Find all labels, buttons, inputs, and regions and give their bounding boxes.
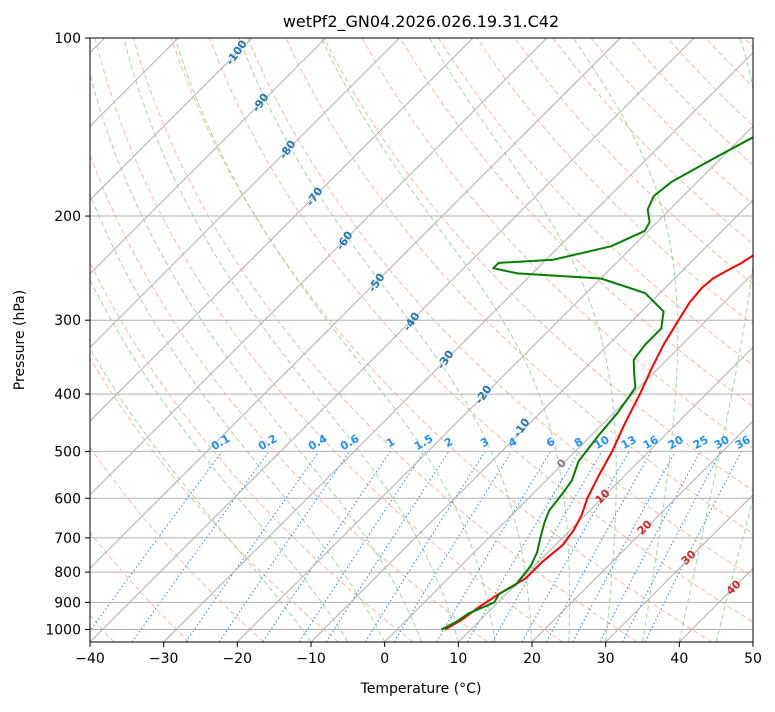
x-tick-label: 0 bbox=[380, 651, 389, 667]
mixing-ratio-label: 13 bbox=[619, 433, 639, 452]
moist-adiabat-line bbox=[573, 38, 677, 642]
mixing-ratio-line bbox=[436, 451, 550, 642]
mixing-ratio-label: 1 bbox=[384, 435, 397, 450]
x-tick-label: −10 bbox=[296, 651, 326, 667]
background-lines bbox=[0, 38, 775, 642]
isotherm-line bbox=[753, 38, 775, 642]
chart-title: wetPf2_GN04.2026.026.19.31.C42 bbox=[283, 12, 559, 32]
moist-adiabat-label: 0 bbox=[554, 456, 569, 471]
x-tick-label: 20 bbox=[523, 651, 541, 667]
dry-adiabat-line bbox=[171, 38, 711, 642]
moist-adiabat-label: 30 bbox=[679, 547, 699, 567]
mixing-ratio-line bbox=[299, 451, 424, 642]
plot-frame bbox=[90, 38, 753, 642]
y-tick-label: 400 bbox=[54, 387, 81, 403]
moist-adiabat-line bbox=[716, 38, 775, 642]
isotherm-line bbox=[311, 38, 775, 642]
y-tick-label: 900 bbox=[54, 595, 81, 611]
x-tick-label: −20 bbox=[223, 651, 253, 667]
moist-adiabat-line bbox=[16, 38, 348, 642]
mixing-ratio-label: 10 bbox=[592, 433, 612, 452]
isotherm-line bbox=[385, 38, 775, 642]
dry-adiabat-line bbox=[0, 38, 264, 642]
moist-adiabat-label: 20 bbox=[635, 517, 655, 537]
x-tick-label: 50 bbox=[744, 651, 762, 667]
moist-adiabat-line bbox=[124, 38, 459, 642]
moist-adiabat-line bbox=[429, 38, 616, 642]
isotherm-line bbox=[0, 38, 326, 642]
dry-adiabat-line bbox=[706, 38, 775, 642]
dewpoint-profile-line bbox=[441, 38, 775, 630]
mixing-ratio-line bbox=[263, 451, 391, 642]
moist-adiabat-line bbox=[0, 38, 311, 642]
mixing-ratio-label: 0.1 bbox=[209, 432, 232, 453]
mixing-ratio-label: 2 bbox=[442, 435, 455, 450]
isotherm-line bbox=[0, 38, 399, 642]
mixing-ratio-line bbox=[326, 451, 449, 642]
dry-adiabat-line bbox=[744, 38, 775, 642]
isotherm-line bbox=[90, 38, 694, 642]
dry-adiabat-label: -100 bbox=[223, 37, 250, 67]
isotherm-line bbox=[164, 38, 768, 642]
mixing-ratio-label: 16 bbox=[641, 433, 661, 452]
y-axis-title: Pressure (hPa) bbox=[12, 290, 28, 390]
y-tick-label: 300 bbox=[54, 313, 81, 329]
x-tick-label: 40 bbox=[670, 651, 688, 667]
mixing-ratio-label: 0.4 bbox=[306, 432, 330, 453]
dry-adiabat-line bbox=[0, 38, 338, 642]
dry-adiabat-line bbox=[667, 38, 775, 642]
y-tick-label: 500 bbox=[54, 444, 81, 460]
mixing-ratio-line bbox=[573, 451, 676, 642]
x-tick-label: 30 bbox=[597, 651, 615, 667]
y-tick-label: 600 bbox=[54, 491, 81, 507]
mixing-ratio-label: 30 bbox=[712, 433, 732, 452]
dry-adiabat-line bbox=[438, 38, 775, 642]
y-tick-label: 200 bbox=[54, 209, 81, 225]
isotherm-line bbox=[0, 38, 547, 642]
mixing-ratio-line bbox=[468, 451, 580, 642]
y-tick-label: 1000 bbox=[45, 622, 81, 638]
mixing-ratio-label: 36 bbox=[733, 433, 753, 452]
mixing-ratio-line bbox=[600, 451, 700, 642]
moist-adiabat-line bbox=[175, 38, 495, 642]
dry-adiabat-line bbox=[57, 38, 488, 642]
dry-adiabat-line bbox=[591, 38, 775, 642]
isotherm-line bbox=[16, 38, 620, 642]
dry-adiabat-line bbox=[19, 38, 413, 642]
dry-adiabat-line bbox=[133, 38, 637, 642]
moist-adiabat-label: 10 bbox=[593, 486, 613, 506]
x-axis-title: Temperature (°C) bbox=[360, 681, 482, 697]
isotherm-line bbox=[458, 38, 775, 642]
mixing-ratio-label: 1.5 bbox=[412, 432, 435, 453]
y-tick-label: 700 bbox=[54, 531, 81, 547]
isotherm-line bbox=[679, 38, 775, 642]
profile-series bbox=[441, 38, 775, 630]
mixing-ratio-line bbox=[219, 451, 350, 642]
mixing-ratio-label: 8 bbox=[572, 435, 585, 450]
dry-adiabat-line bbox=[0, 38, 189, 642]
mixing-ratio-label: 20 bbox=[666, 433, 686, 452]
y-tick-label: 100 bbox=[54, 31, 81, 47]
isotherm-line bbox=[0, 38, 252, 642]
x-tick-label: 10 bbox=[449, 651, 467, 667]
moist-adiabat-line bbox=[82, 38, 422, 642]
dry-adiabat-label: -10 bbox=[511, 416, 533, 440]
x-tick-label: −40 bbox=[75, 651, 105, 667]
x-tick-label: −30 bbox=[149, 651, 179, 667]
mixing-ratio-line bbox=[82, 451, 222, 642]
temperature-profile-line bbox=[445, 63, 775, 630]
mixing-ratio-line bbox=[622, 451, 720, 642]
y-tick-label: 800 bbox=[54, 565, 81, 581]
